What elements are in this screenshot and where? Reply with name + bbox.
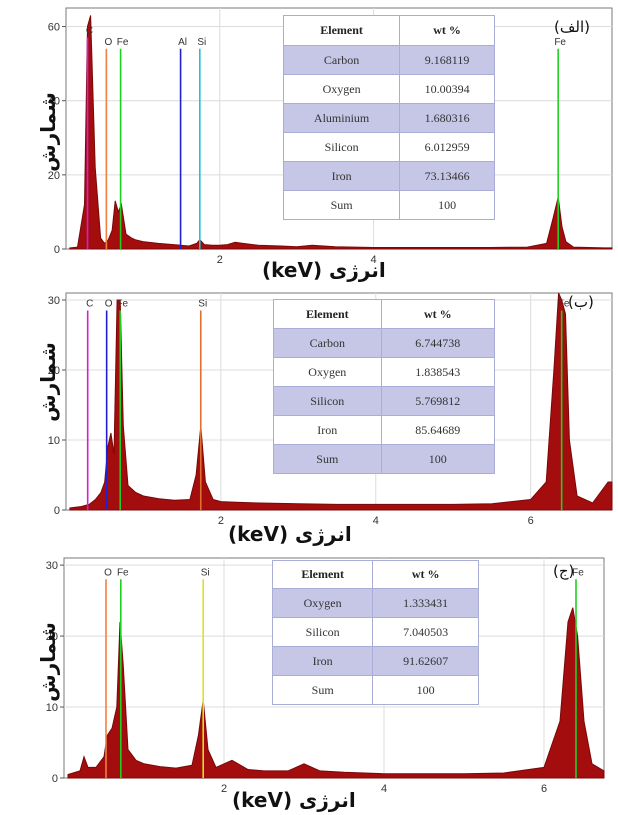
wt-cell: 7.040503 [372, 617, 479, 647]
y-tick-label: 40 [48, 96, 60, 108]
composition-table-b: Element wt % Carbon 6.744738 Oxygen 1.83854… [273, 299, 496, 474]
wt-cell: 1.333431 [372, 588, 479, 618]
peak-label-o: O [105, 299, 113, 310]
spectrum-panel-a: 0 20 40 60 2 4 C O Fe Al Si Fe شمارش انرژی (keV) (ا… [0, 0, 618, 285]
y-tick-label: 10 [46, 702, 58, 714]
x-axis-label-a: انرژی (keV) [262, 258, 386, 282]
peak-label-fe: Fe [554, 37, 566, 48]
composition-table-c: Element wt % Oxygen 1.333431 Silicon 7.0405… [271, 560, 479, 705]
element-cell: Silicon [282, 132, 401, 162]
y-tick-label: 30 [48, 295, 60, 307]
y-tick-label: 0 [54, 244, 60, 256]
element-cell: Silicon [271, 617, 374, 647]
element-cell: Silicon [273, 386, 382, 416]
element-cell: Aluminium [282, 103, 401, 133]
element-cell: Iron [273, 415, 382, 445]
x-tick-label: 6 [528, 515, 534, 527]
wt-cell: 1.838543 [380, 357, 496, 387]
element-cell: Oxygen [282, 74, 401, 104]
x-axis-label-b: انرژی (keV) [228, 522, 352, 546]
header-element: Element [271, 560, 374, 589]
y-tick-label: 0 [54, 505, 60, 517]
wt-cell: 5.769812 [380, 386, 496, 416]
x-tick-label: 4 [371, 254, 377, 266]
element-cell: Carbon [282, 45, 401, 75]
peak-label-si: Si [201, 567, 210, 578]
element-cell: Sum [282, 190, 401, 220]
wt-cell: 100 [380, 444, 496, 474]
peak-label-fe: Fe [558, 299, 570, 310]
spectrum-area [67, 607, 605, 779]
element-cell: Iron [271, 646, 374, 676]
peak-label-fe: Fe [572, 567, 584, 578]
header-wt: wt % [372, 560, 479, 589]
wt-cell: 85.64689 [380, 415, 496, 445]
wt-cell: 73.13466 [399, 161, 495, 191]
composition-table-a: Element wt % Carbon 9.168119 Oxygen 10.0039… [282, 15, 495, 220]
y-tick-label: 10 [48, 435, 60, 447]
peak-label-si: Si [197, 37, 206, 48]
x-axis-label-c: انرژی (keV) [232, 788, 356, 812]
peak-label-o: O [104, 37, 112, 48]
element-cell: Oxygen [271, 588, 374, 618]
y-axis-label-c: شمارش [35, 622, 60, 702]
peak-label-fe: Fe [117, 567, 129, 578]
panel-tag-a: (الف) [554, 18, 590, 36]
x-tick-label: 2 [221, 783, 227, 795]
wt-cell: 6.012959 [399, 132, 495, 162]
spectrum-area [69, 292, 613, 511]
panel-tag-c: (ج) [553, 562, 575, 580]
y-axis-label-a: شمارش [35, 92, 60, 172]
wt-cell: 10.00394 [399, 74, 495, 104]
peak-label-fe: Fe [116, 299, 128, 310]
wt-cell: 100 [372, 675, 479, 705]
peak-label-si: Si [198, 299, 207, 310]
peak-label-c: C [86, 299, 93, 310]
x-tick-label: 2 [218, 515, 224, 527]
y-axis-label-b: شمارش [35, 342, 60, 422]
header-wt: wt % [399, 15, 495, 46]
element-cell: Sum [273, 444, 382, 474]
x-tick-label: 4 [381, 783, 387, 795]
y-tick-label: 30 [46, 560, 58, 572]
element-cell: Iron [282, 161, 401, 191]
x-tick-label: 2 [217, 254, 223, 266]
wt-cell: 9.168119 [399, 45, 495, 75]
peak-label-c: C [86, 26, 93, 37]
panel-tag-b: (ب) [568, 293, 594, 311]
peak-label-o: O [104, 567, 112, 578]
y-tick-label: 60 [48, 22, 60, 34]
wt-cell: 91.62607 [372, 646, 479, 676]
x-tick-label: 4 [373, 515, 379, 527]
y-tick-label: 20 [48, 170, 60, 182]
header-wt: wt % [380, 299, 496, 329]
wt-cell: 1.680316 [399, 103, 495, 133]
y-tick-label: 20 [46, 631, 58, 643]
spectrum-panel-b: 0 10 20 30 2 4 6 C O Fe Si Fe شمارش انرژی (keV) (ب)… [0, 285, 618, 550]
y-tick-label: 0 [52, 773, 58, 785]
x-tick-label: 6 [541, 783, 547, 795]
element-cell: Sum [271, 675, 374, 705]
element-cell: Carbon [273, 328, 382, 358]
spectrum-panel-c: 0 10 20 30 2 4 6 O Fe Si Fe شمارش انرژی (keV) (ج) … [0, 550, 618, 815]
wt-cell: 100 [399, 190, 495, 220]
element-cell: Oxygen [273, 357, 382, 387]
header-element: Element [282, 15, 401, 46]
y-tick-label: 20 [48, 365, 60, 377]
peak-label-fe: Fe [117, 37, 129, 48]
header-element: Element [273, 299, 382, 329]
peak-label-al: Al [178, 37, 187, 48]
wt-cell: 6.744738 [380, 328, 496, 358]
